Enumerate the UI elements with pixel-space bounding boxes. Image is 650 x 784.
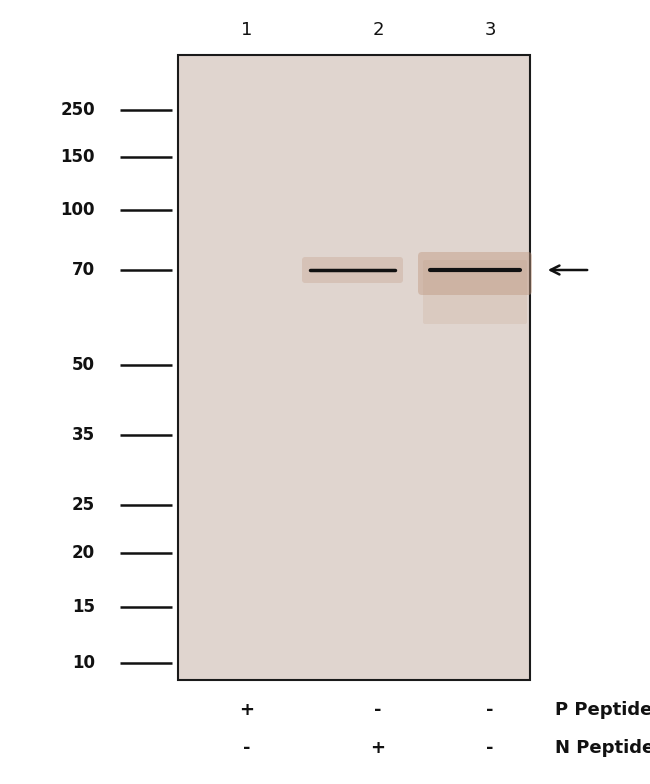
Text: -: -	[243, 739, 251, 757]
Text: 20: 20	[72, 544, 95, 562]
Text: +: +	[370, 739, 385, 757]
Bar	[178, 55, 530, 680]
Text: 100: 100	[60, 201, 95, 219]
Text: 10: 10	[72, 654, 95, 672]
Text: -: -	[374, 701, 382, 719]
Text: N Peptide: N Peptide	[555, 739, 650, 757]
Text: 15: 15	[72, 598, 95, 616]
Text: 150: 150	[60, 148, 95, 166]
Text: -: -	[486, 701, 494, 719]
Text: -: -	[486, 739, 494, 757]
Text: +: +	[239, 701, 255, 719]
Text: 70: 70	[72, 261, 95, 279]
Text: 35: 35	[72, 426, 95, 444]
FancyBboxPatch shape	[423, 260, 527, 324]
Text: 2: 2	[372, 21, 384, 39]
Text: 250: 250	[60, 101, 95, 119]
Text: 50: 50	[72, 356, 95, 374]
Text: 3: 3	[484, 21, 496, 39]
FancyBboxPatch shape	[418, 252, 532, 295]
Text: P Peptide: P Peptide	[555, 701, 650, 719]
Text: 1: 1	[241, 21, 253, 39]
FancyBboxPatch shape	[302, 257, 403, 283]
Text: 25: 25	[72, 496, 95, 514]
